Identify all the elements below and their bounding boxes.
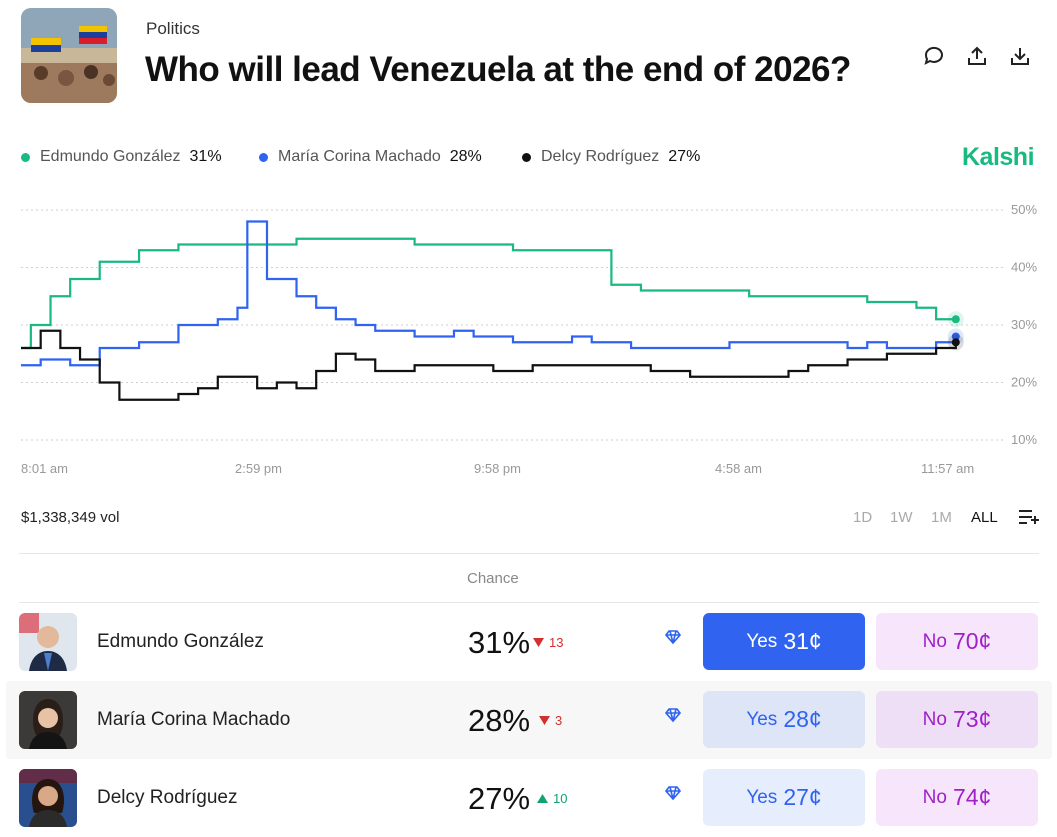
- yes-label: Yes: [746, 708, 778, 730]
- candidate-chance: 31%: [468, 625, 531, 660]
- table-row[interactable]: Edmundo González 31% 13 Yes 31¢ No 70¢: [0, 603, 1057, 681]
- no-price: 74¢: [952, 784, 992, 810]
- down-arrow-icon: [539, 716, 550, 725]
- y-tick-label: 20%: [1011, 375, 1037, 390]
- y-tick-label: 40%: [1011, 260, 1037, 275]
- add-to-list-icon[interactable]: [1018, 508, 1040, 531]
- brand-logo: Kalshi: [962, 143, 1035, 171]
- legend-label: María Corina Machado: [278, 148, 441, 165]
- chance-change-value: 10: [553, 791, 568, 806]
- chance-column-header: Chance: [467, 570, 519, 587]
- x-tick-label: 4:58 am: [715, 461, 762, 476]
- market-thumbnail: [21, 8, 117, 103]
- divider: [19, 602, 1039, 603]
- volume-label: $1,338,349 vol: [21, 509, 120, 526]
- diamond-icon[interactable]: [664, 629, 682, 650]
- series-endpoint: [951, 315, 960, 324]
- legend-value: 27%: [668, 148, 701, 165]
- series-line: [21, 237, 956, 350]
- table-row[interactable]: María Corina Machado 28% 3 Yes 28¢ No 73…: [6, 681, 1052, 759]
- chance-change: 10: [537, 791, 567, 806]
- yes-price: 28¢: [783, 706, 822, 732]
- diamond-icon[interactable]: [664, 707, 682, 728]
- x-tick-label: 11:57 am: [921, 461, 974, 476]
- x-tick-label: 8:01 am: [21, 461, 68, 476]
- candidate-name: Delcy Rodríguez: [97, 787, 238, 808]
- buy-no-button[interactable]: No 73¢: [876, 691, 1038, 748]
- y-tick-label: 50%: [1011, 202, 1037, 217]
- candidate-chance: 27%: [468, 781, 531, 816]
- series-line: [21, 220, 957, 367]
- chance-change: 13: [533, 635, 563, 650]
- y-tick-label: 30%: [1011, 317, 1037, 332]
- buy-no-button[interactable]: No 70¢: [876, 613, 1038, 670]
- price-chart[interactable]: 50% 40% 30% 20% 10% 8:01 am 2:59 pm 9:58 pm 4:5…: [0, 195, 1057, 485]
- yes-price: 31¢: [783, 628, 822, 654]
- up-arrow-icon: [537, 794, 548, 803]
- comment-icon[interactable]: [922, 44, 946, 68]
- share-icon[interactable]: [965, 44, 989, 68]
- buy-no-button[interactable]: No 74¢: [876, 769, 1038, 826]
- legend-value: 31%: [189, 148, 222, 165]
- yes-price: 27¢: [783, 784, 822, 810]
- range-all[interactable]: ALL: [971, 509, 998, 526]
- divider: [19, 553, 1039, 554]
- range-1d[interactable]: 1D: [853, 509, 873, 526]
- series-endpoint: [951, 332, 960, 341]
- diamond-icon[interactable]: [664, 785, 682, 806]
- table-row[interactable]: Delcy Rodríguez 27% 10 Yes 27¢ No 74¢: [0, 759, 1057, 837]
- legend-label: Delcy Rodríguez: [541, 148, 660, 165]
- down-arrow-icon: [533, 638, 544, 647]
- no-label: No: [922, 786, 947, 808]
- no-price: 70¢: [952, 628, 992, 654]
- legend-dot: [522, 152, 531, 162]
- candidate-name: María Corina Machado: [97, 709, 291, 730]
- buy-yes-button[interactable]: Yes 27¢: [703, 769, 865, 826]
- avatar: [19, 769, 77, 827]
- page-title: Who will lead Venezuela at the end of 20…: [145, 50, 851, 89]
- yes-label: Yes: [746, 630, 778, 652]
- x-tick-label: 9:58 pm: [474, 461, 521, 476]
- legend-dot: [259, 152, 268, 162]
- buy-yes-button[interactable]: Yes 28¢: [703, 691, 865, 748]
- chance-change-value: 3: [555, 713, 563, 728]
- market-category[interactable]: Politics: [146, 19, 200, 38]
- legend-label: Edmundo González: [40, 148, 181, 165]
- candidate-name: Edmundo González: [97, 631, 264, 652]
- avatar: [19, 691, 77, 749]
- y-tick-label: 10%: [1011, 432, 1037, 447]
- buy-yes-button[interactable]: Yes 31¢: [703, 613, 865, 670]
- range-1m[interactable]: 1M: [931, 509, 952, 526]
- series-line: [21, 329, 957, 401]
- legend-item-machado[interactable]: María Corina Machado 28%: [259, 148, 482, 166]
- series-endpoint: [951, 338, 960, 347]
- candidate-chance: 28%: [468, 703, 531, 738]
- range-1w[interactable]: 1W: [890, 509, 913, 526]
- chance-change-value: 13: [549, 635, 564, 650]
- no-price: 73¢: [952, 706, 992, 732]
- legend-item-rodriguez[interactable]: Delcy Rodríguez 27%: [522, 148, 700, 166]
- yes-label: Yes: [746, 786, 778, 808]
- legend-value: 28%: [449, 148, 482, 165]
- no-label: No: [922, 708, 947, 730]
- chance-change: 3: [539, 713, 562, 728]
- download-icon[interactable]: [1008, 44, 1032, 68]
- no-label: No: [922, 630, 947, 652]
- legend-item-gonzalez[interactable]: Edmundo González 31%: [21, 148, 222, 166]
- legend-dot: [21, 152, 30, 162]
- x-tick-label: 2:59 pm: [235, 461, 282, 476]
- avatar: [19, 613, 77, 671]
